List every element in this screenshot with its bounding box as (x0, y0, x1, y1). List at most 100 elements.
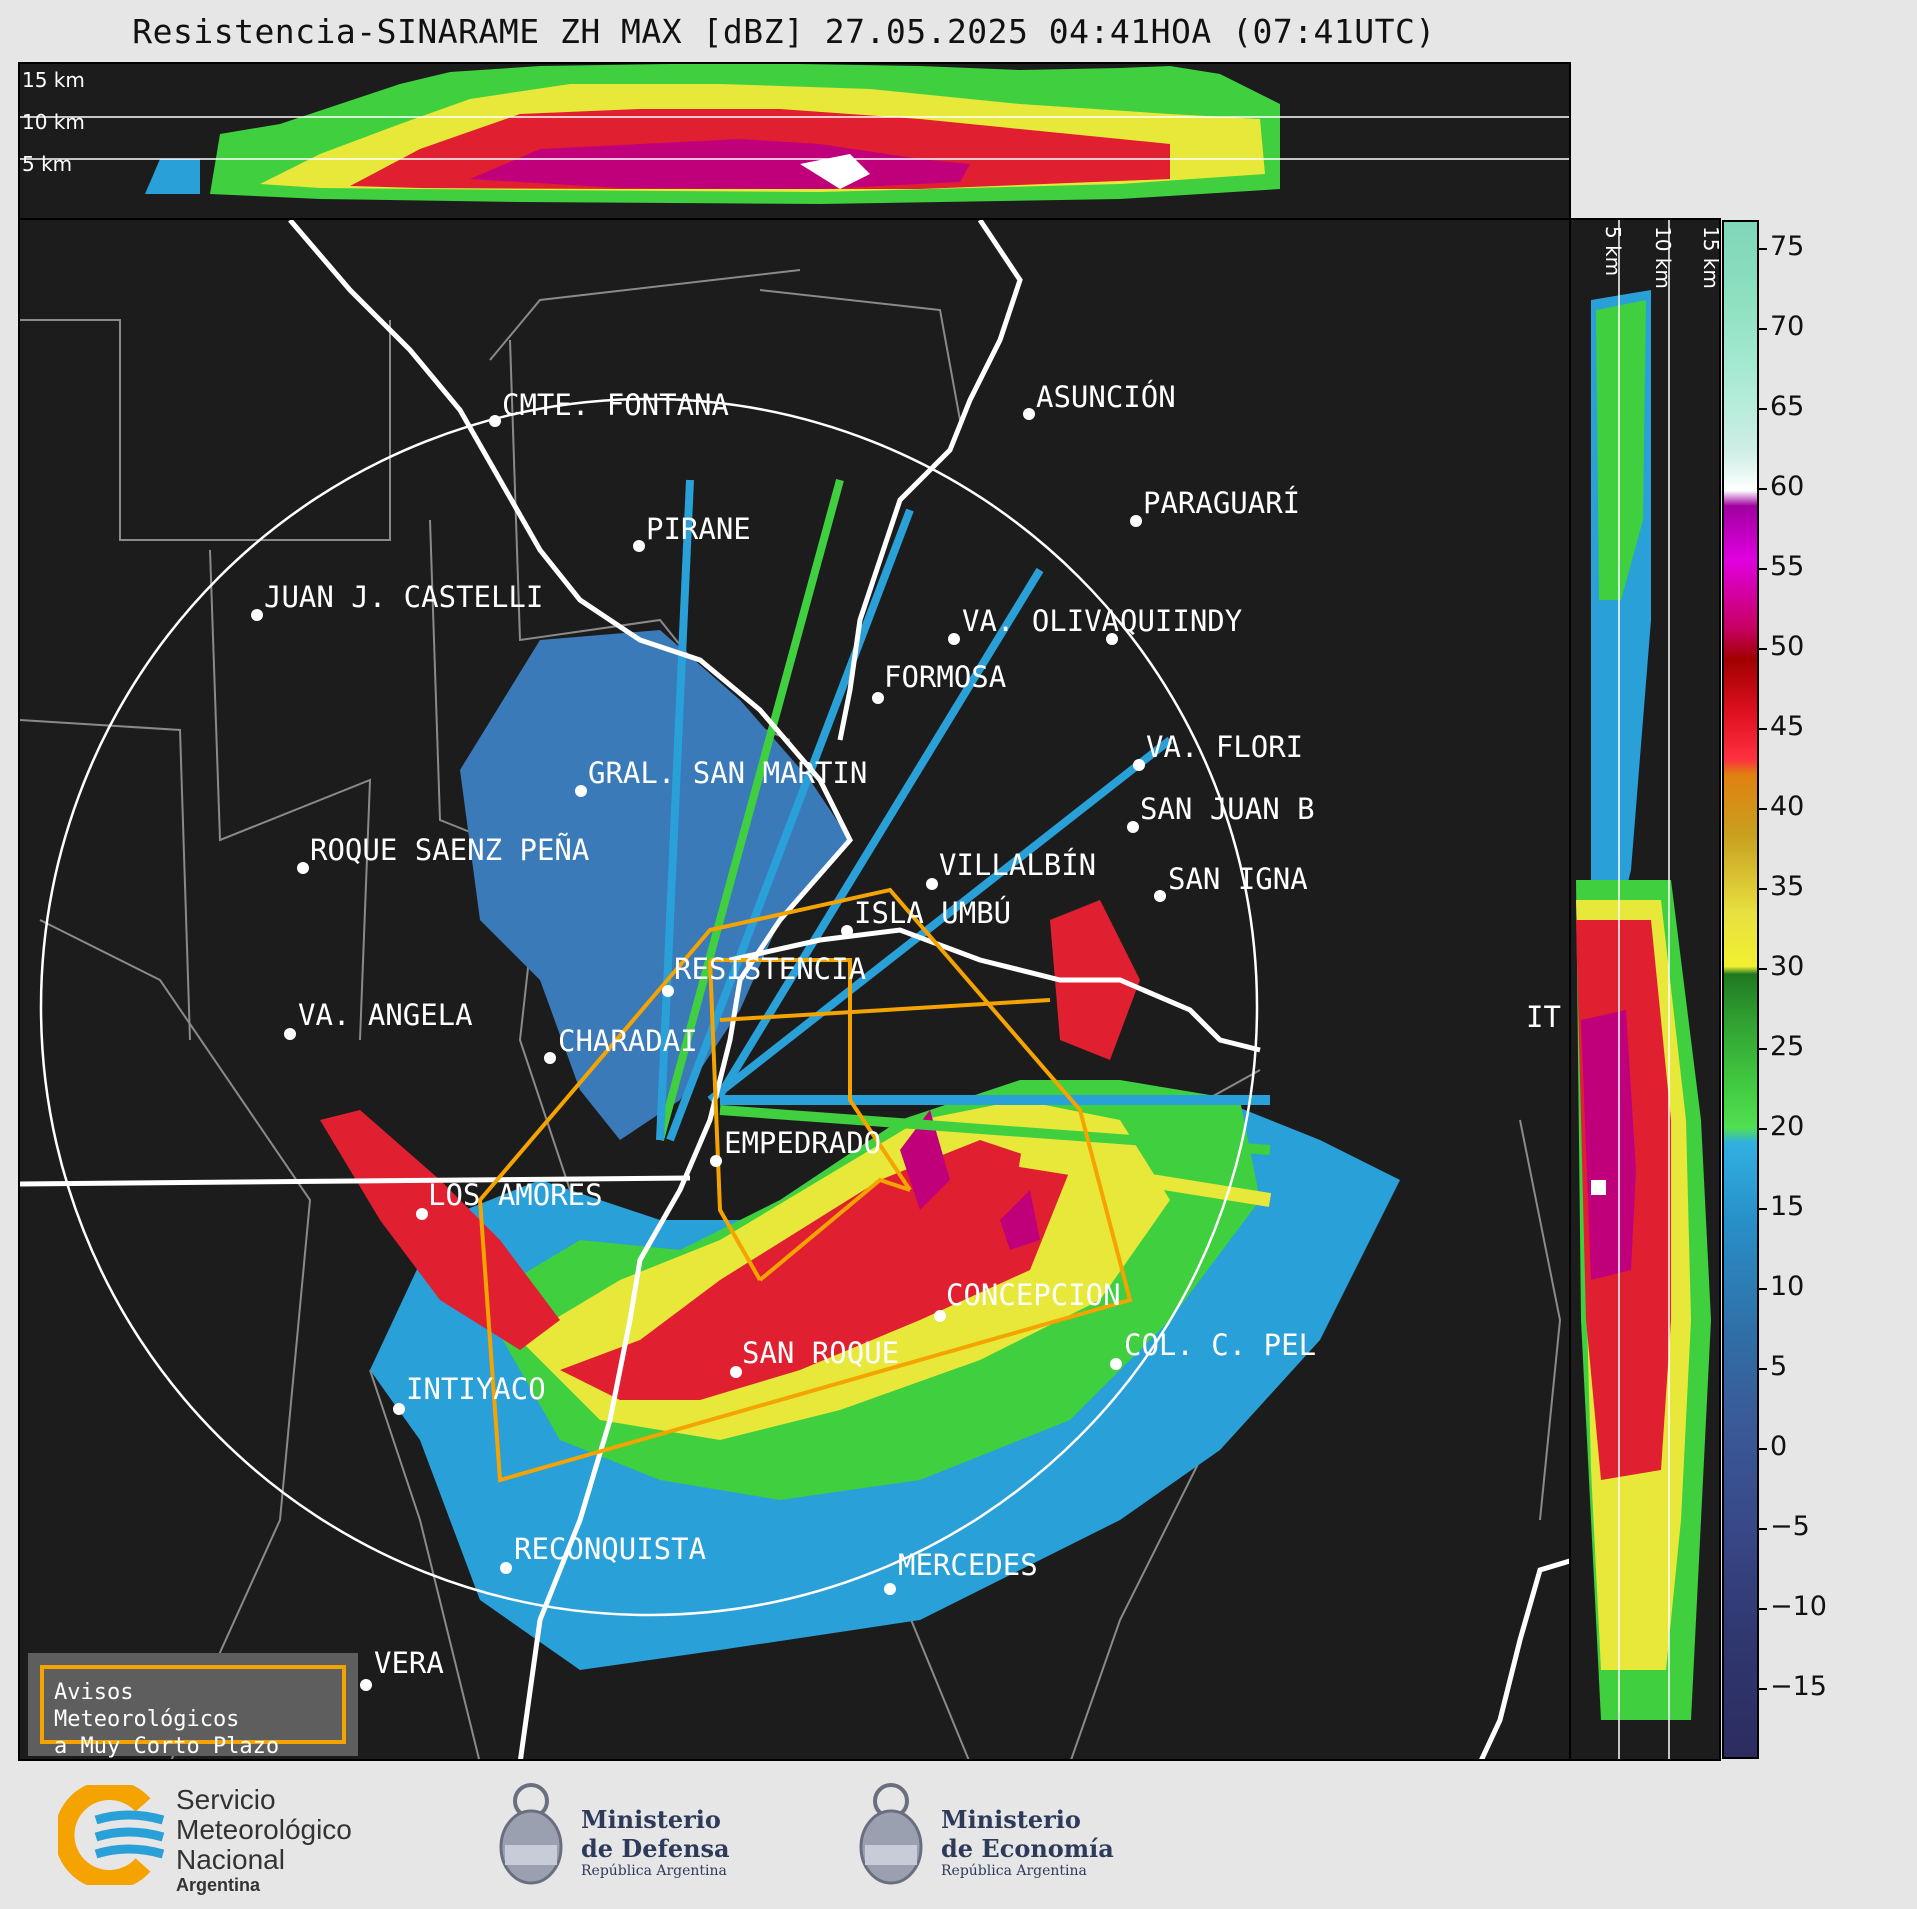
smn-line-4: Argentina (176, 1875, 261, 1895)
city-label: MERCEDES (898, 1548, 1038, 1582)
city-dot (1023, 408, 1035, 420)
side-cross-section: 5 km 10 km 15 km (1569, 218, 1721, 1761)
city-label: SAN ROQUE (742, 1336, 900, 1370)
legend-line-2: a Muy Corto Plazo (54, 1734, 280, 1759)
top-cross-section: 15 km 10 km 5 km (18, 62, 1571, 220)
city-dot (489, 415, 501, 427)
city-dot (1130, 515, 1142, 527)
colorbar-tick (1759, 328, 1767, 330)
city-dot (662, 985, 674, 997)
economia-logo: Ministerio de Economía República Argenti… (855, 1775, 1115, 1900)
city-dot (934, 1310, 946, 1322)
defensa-logo: Ministerio de Defensa República Argentin… (495, 1775, 755, 1900)
colorbar-label: 60 (1770, 471, 1805, 502)
colorbar-tick (1759, 968, 1767, 970)
colorbar-label: 20 (1770, 1111, 1805, 1142)
city-label: QUIINDY (1120, 604, 1243, 638)
colorbar-tick (1759, 1288, 1767, 1290)
city-label: ROQUE SAENZ PEÑA (310, 833, 590, 867)
city-label: EMPEDRADO (724, 1126, 882, 1160)
colorbar-tick (1759, 248, 1767, 250)
side-km-label-15: 15 km (1699, 226, 1721, 289)
city-dot (416, 1208, 428, 1220)
city-dot (633, 540, 645, 552)
city-label: SAN IGNA (1168, 862, 1308, 896)
city-dot (360, 1679, 372, 1691)
city-dot (575, 785, 587, 797)
smn-line-3: Nacional (176, 1844, 285, 1875)
city-label: VILLALBÍN (939, 848, 1097, 882)
radar-map: CMTE. FONTANA ASUNCIÓN PIRANE PARAGUARÍ … (18, 218, 1571, 1761)
city-label: PARAGUARÍ (1143, 486, 1301, 520)
colorbar-label: 65 (1770, 391, 1805, 422)
colorbar-tick (1759, 1368, 1767, 1370)
colorbar-tick (1759, 1688, 1767, 1690)
city-label: JUAN J. CASTELLI (264, 580, 544, 614)
colorbar-tick (1759, 408, 1767, 410)
city-label: VERA (374, 1646, 444, 1680)
smn-logo: Servicio Meteorológico Nacional Argentin… (58, 1785, 388, 1895)
city-label: SAN JUAN B (1140, 792, 1315, 826)
top-cross-section-echoes (20, 64, 1569, 204)
city-dot (1127, 821, 1139, 833)
city-dot (710, 1155, 722, 1167)
radar-echoes (320, 478, 1400, 1670)
warnings-legend-frame: Avisos Meteorológicos a Muy Corto Plazo (40, 1665, 346, 1759)
city-label: IT (1526, 1000, 1561, 1034)
city-label: VA. ANGELA (298, 998, 473, 1032)
colorbar-label: 15 (1770, 1191, 1805, 1222)
city-label: ISLA UMBÚ (854, 896, 1012, 930)
city-dot (926, 878, 938, 890)
defensa-line-1: Ministerio (581, 1805, 721, 1834)
colorbar-label: 0 (1770, 1431, 1788, 1462)
colorbar-tick (1759, 728, 1767, 730)
colorbar-label: 5 (1770, 1351, 1788, 1382)
colorbar-label: 55 (1770, 551, 1805, 582)
colorbar-tick (1759, 488, 1767, 490)
city-dot (251, 609, 263, 621)
colorbar-tick (1759, 648, 1767, 650)
national-seal-icon (499, 1783, 563, 1885)
city-dot (1110, 1358, 1122, 1370)
map-title: Resistencia-SINARAME ZH MAX [dBZ] 27.05.… (132, 12, 1436, 51)
colorbar-label: 75 (1770, 231, 1805, 262)
city-label: CMTE. FONTANA (502, 388, 729, 422)
city-label: RECONQUISTA (514, 1532, 707, 1566)
side-cross-section-echoes (1576, 220, 1711, 1759)
city-dot (1133, 759, 1145, 771)
colorbar-tick (1759, 1608, 1767, 1610)
side-km-label-5: 5 km (1601, 226, 1625, 277)
warning-polygons (477, 887, 1133, 1483)
city-dot (1154, 890, 1166, 902)
colorbar-tick (1759, 568, 1767, 570)
city-dot (544, 1052, 556, 1064)
city-label: PIRANE (646, 512, 751, 546)
economia-line-1: Ministerio (941, 1805, 1081, 1834)
colorbar-label: 10 (1770, 1271, 1805, 1302)
city-dot (948, 633, 960, 645)
colorbar-label: 35 (1770, 871, 1805, 902)
city-dot (500, 1562, 512, 1574)
colorbar-tick (1759, 1128, 1767, 1130)
defensa-line-3: República Argentina (581, 1863, 727, 1879)
colorbar-label: −10 (1770, 1591, 1827, 1622)
city-label: ASUNCIÓN (1036, 380, 1176, 414)
colorbar-label: −5 (1770, 1511, 1810, 1542)
dbz-colorbar (1722, 220, 1759, 1759)
warnings-legend: Avisos Meteorológicos a Muy Corto Plazo (28, 1653, 358, 1759)
city-dot (393, 1403, 405, 1415)
national-seal-icon (859, 1783, 923, 1885)
colorbar-label: −15 (1770, 1671, 1827, 1702)
colorbar-tick (1759, 1448, 1767, 1450)
city-label: LOS AMORES (428, 1178, 603, 1212)
economia-line-2: de Economía (941, 1834, 1114, 1863)
city-label: CONCEPCION (946, 1278, 1121, 1312)
top-km-label-10: 10 km (22, 110, 85, 134)
colorbar-label: 70 (1770, 311, 1805, 342)
city-dot (872, 692, 884, 704)
colorbar-tick (1759, 1048, 1767, 1050)
colorbar-tick (1759, 1528, 1767, 1530)
city-label: GRAL. SAN MARTIN (588, 756, 868, 790)
radar-map-graphics (20, 220, 1569, 1759)
city-dot (730, 1366, 742, 1378)
